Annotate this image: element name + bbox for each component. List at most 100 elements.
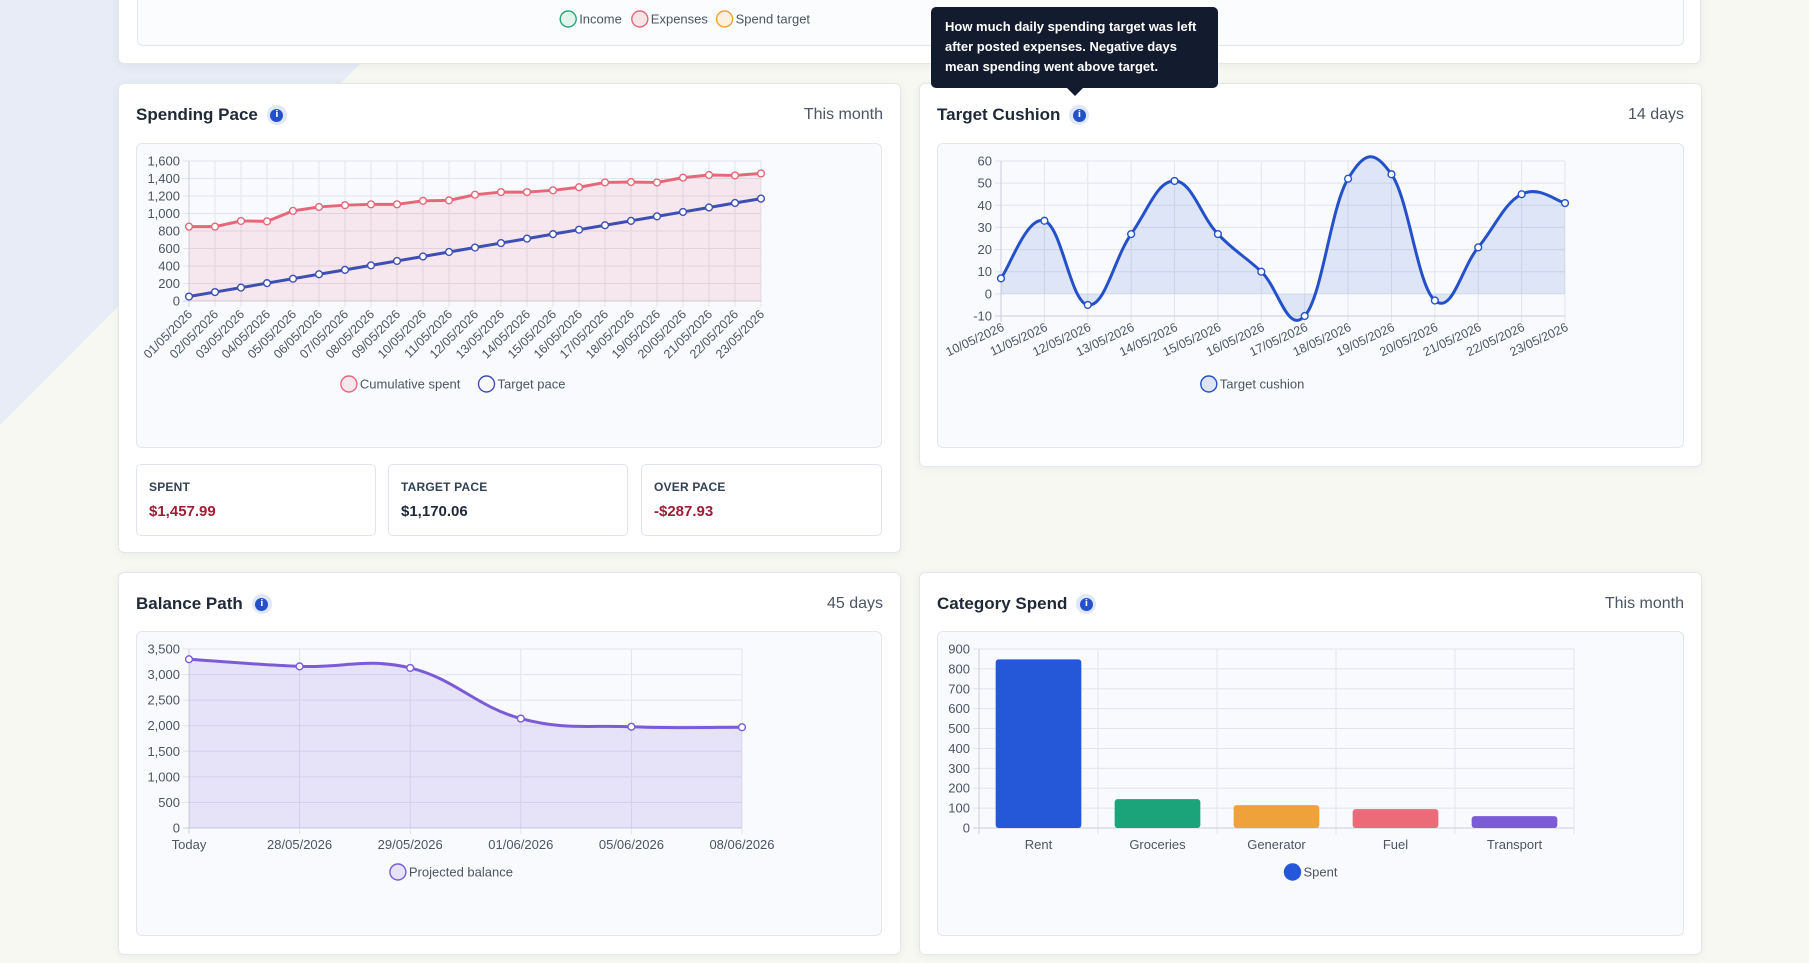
y-tick-label: 10 [978, 264, 992, 279]
chart-legend: Target cushion [1200, 375, 1305, 393]
legend-item[interactable]: Spent [1283, 863, 1338, 881]
data-point [600, 221, 610, 230]
bar [1233, 805, 1320, 828]
overview-plot-frame [137, 0, 1684, 46]
legend-item[interactable]: Target cushion [1200, 375, 1305, 393]
data-point [1170, 176, 1179, 186]
y-tick-label: 1,200 [147, 189, 180, 204]
stat-value: $1,170.06 [401, 503, 468, 520]
balance-path-title-group: Balance Path i [136, 594, 272, 614]
chart-legend: Spent [1283, 863, 1338, 881]
legend-swatch [1200, 375, 1218, 393]
data-point [406, 663, 415, 673]
bar [1471, 816, 1558, 828]
data-point [1387, 170, 1396, 179]
bar [1114, 799, 1201, 828]
y-tick-label: 700 [948, 681, 970, 696]
category-spend-title-group: Category Spend i [937, 594, 1097, 614]
y-tick-label: 30 [978, 220, 992, 235]
legend-item[interactable]: Projected balance [389, 863, 513, 881]
data-point [210, 287, 220, 297]
data-point [1040, 216, 1049, 225]
spending-pace-title-group: Spending Pace i [136, 105, 287, 125]
legend-label: Cumulative spent [360, 377, 461, 392]
y-tick-label: 600 [948, 701, 970, 716]
legend-swatch [559, 10, 577, 28]
legend-item[interactable]: Spend target [715, 10, 811, 28]
series-area [189, 659, 742, 828]
y-tick-label: 40 [978, 198, 992, 213]
y-tick-label: 3,000 [147, 667, 180, 682]
data-point [704, 203, 714, 212]
chart-legend: Projected balance [389, 863, 513, 881]
legend-label: Projected balance [409, 865, 513, 880]
data-point [678, 173, 688, 182]
bar [1352, 809, 1439, 828]
x-tick-label: 29/05/2026 [378, 837, 443, 852]
y-tick-label: 60 [978, 154, 992, 169]
y-tick-label: 900 [948, 642, 970, 657]
category-spend-card: Category Spend i This month 0 100 200 300 40… [919, 572, 1702, 955]
legend-item[interactable]: Expenses [631, 10, 709, 28]
stat-label: TARGET PACE [401, 480, 488, 494]
data-point [288, 274, 298, 283]
spending-pace-card: Spending Pace i This month 0 200 400 600 800… [118, 83, 901, 553]
data-point [1127, 229, 1136, 239]
target-cushion-plot: -10 0 10 20 30 40 50 60 10/05/2026 11/05/2026 12/0… [937, 143, 1684, 448]
data-point [288, 206, 298, 215]
y-tick-label: 800 [948, 661, 970, 676]
x-tick-label: Generator [1247, 837, 1306, 852]
data-point [366, 261, 376, 270]
x-tick-label: 05/06/2026 [599, 837, 664, 852]
target-cushion-header: Target Cushion i 14 days [937, 102, 1684, 128]
x-tick-label: 28/05/2026 [267, 837, 332, 852]
data-point [996, 274, 1006, 283]
y-tick-label: 0 [963, 821, 970, 836]
data-point [1474, 243, 1483, 252]
y-tick-label: 2,500 [147, 693, 180, 708]
x-tick-label: Fuel [1383, 837, 1408, 852]
target-cushion-chart: -10010203040506010/05/202611/05/202612/0… [944, 154, 1570, 393]
tooltip-line: How much daily spending target was left [945, 19, 1197, 34]
legend-item[interactable]: Cumulative spent [340, 375, 461, 393]
data-point [600, 178, 610, 187]
legend-label: Expenses [651, 12, 709, 27]
balance-path-plot: 0 500 1,000 1,500 2,000 2,500 3,000 3,500 Today 2… [136, 631, 882, 936]
y-tick-label: 1,000 [147, 769, 180, 784]
data-point [236, 283, 246, 292]
data-point [236, 216, 246, 226]
tooltip-arrow [1067, 88, 1083, 96]
category-spend-chart: 0 100 200 300 400 500 600 700 800 900 Rent Grocerie… [948, 642, 1575, 881]
data-point [652, 212, 662, 221]
data-point [210, 222, 220, 231]
x-tick-label: Transport [1487, 837, 1543, 852]
spending-pace-title: Spending Pace [136, 105, 258, 124]
info-icon[interactable]: i [1069, 105, 1090, 125]
info-icon[interactable]: i [251, 594, 272, 614]
data-point [516, 714, 525, 723]
x-tick-label: 01/06/2026 [488, 837, 553, 852]
data-point [627, 722, 636, 731]
data-point [548, 186, 558, 195]
data-point [1560, 198, 1570, 208]
data-point [1430, 296, 1439, 305]
y-tick-label: 1,600 [147, 154, 180, 169]
data-point [1257, 267, 1266, 276]
legend-item[interactable]: Income [559, 10, 622, 28]
info-icon[interactable]: i [1076, 594, 1097, 614]
x-tick-label: Rent [1025, 837, 1053, 852]
legend-item[interactable]: Target pace [477, 375, 566, 393]
y-tick-label: 1,400 [147, 171, 180, 186]
data-point [295, 662, 304, 671]
balance-path-title: Balance Path [136, 594, 243, 613]
stat-spent: SPENT $1,457.99 [136, 464, 376, 536]
stat-over-pace: OVER PACE -$287.93 [641, 464, 882, 536]
data-point [314, 202, 324, 212]
data-point [704, 170, 714, 180]
target-cushion-title: Target Cushion [937, 105, 1061, 124]
series-area [189, 173, 761, 301]
data-point [470, 190, 480, 199]
info-icon[interactable]: i [266, 105, 287, 125]
chart-legend: Income Expenses Spend target [559, 10, 811, 28]
data-point [444, 196, 454, 205]
